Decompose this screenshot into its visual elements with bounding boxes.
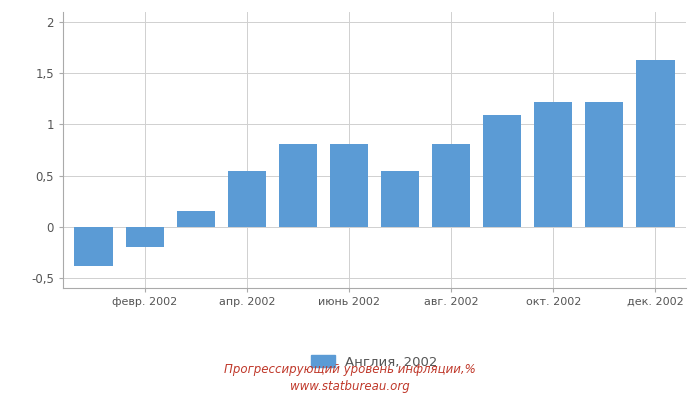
Bar [279,144,317,227]
Legend: Англия, 2002: Англия, 2002 [312,355,438,369]
Bar [534,102,573,227]
Bar [585,102,624,227]
Bar [74,227,113,266]
Bar [636,60,675,227]
Bar [483,115,522,227]
Bar [125,227,164,247]
Text: www.statbureau.org: www.statbureau.org [290,380,410,393]
Bar [228,172,266,227]
Bar [176,211,215,227]
Text: Прогрессирующий уровень инфляции,%: Прогрессирующий уровень инфляции,% [224,364,476,376]
Bar [432,144,470,227]
Bar [381,172,419,227]
Bar [330,144,368,227]
